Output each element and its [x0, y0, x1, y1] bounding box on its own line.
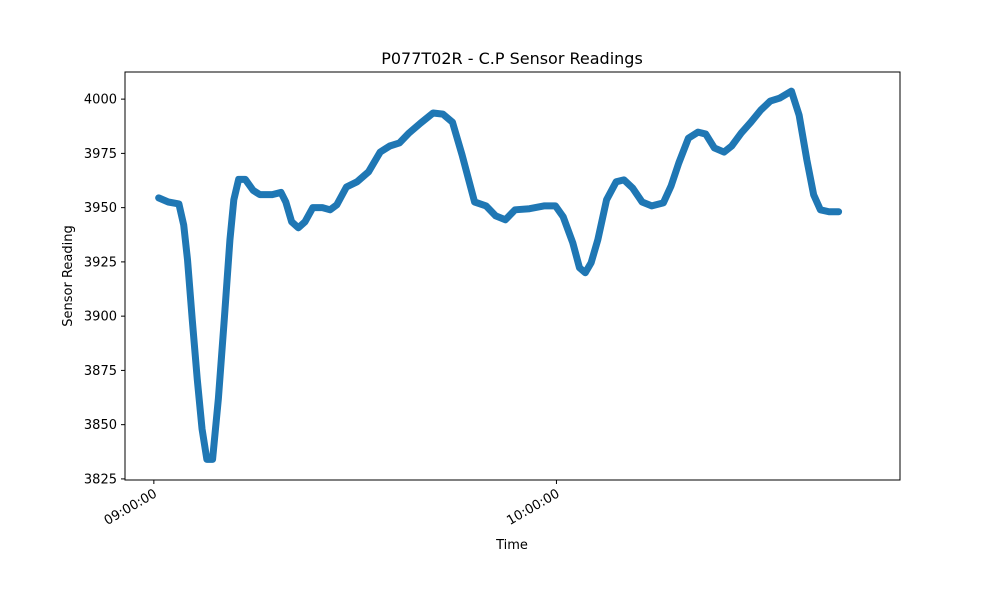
y-tick-label: 3975: [84, 147, 117, 162]
chart-title: P077T02R - C.P Sensor Readings: [381, 49, 643, 68]
axes-frame: [124, 71, 901, 481]
y-tick-label: 3900: [84, 310, 117, 325]
y-axis-label: Sensor Reading: [61, 225, 76, 326]
y-tick-label: 3825: [84, 472, 117, 487]
y-tick-label: 3850: [84, 418, 117, 433]
y-tick-label: 3875: [84, 364, 117, 379]
x-axis-label: Time: [495, 538, 528, 553]
y-tick-label: 4000: [84, 93, 117, 108]
y-tick-label: 3925: [84, 255, 117, 270]
y-tick-label: 3950: [84, 201, 117, 216]
plot-area: [155, 87, 843, 463]
data-line: [155, 87, 843, 463]
